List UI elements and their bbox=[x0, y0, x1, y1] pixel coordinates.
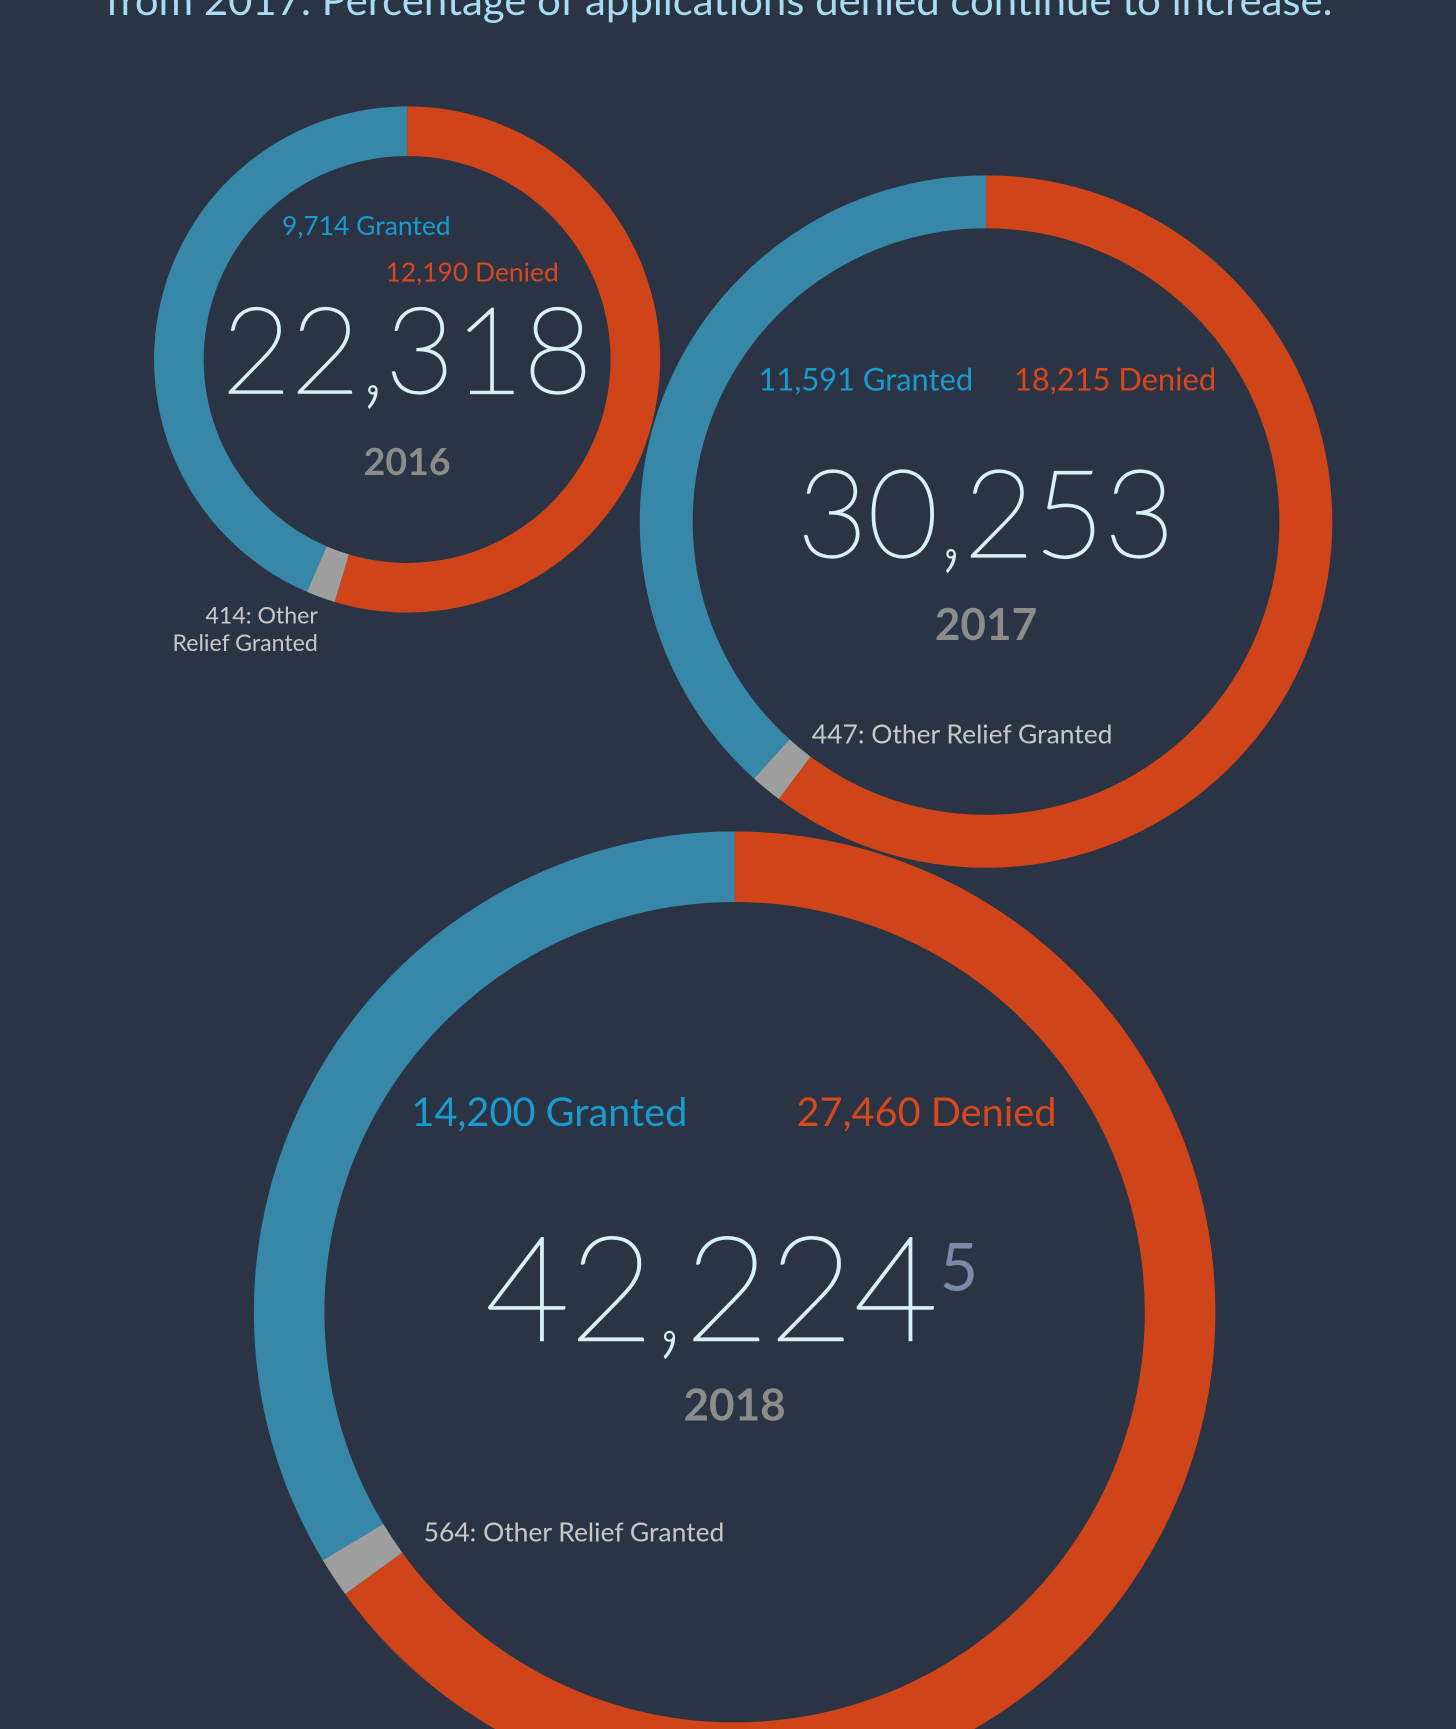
header-text: from 2017. Percentage of applications de… bbox=[106, 0, 1333, 24]
value-label: 9,714 Granted bbox=[282, 209, 451, 241]
value-label: 12,190 Denied bbox=[386, 255, 559, 287]
donut-segment bbox=[154, 106, 408, 592]
donut-segment bbox=[778, 175, 1333, 868]
value-label: 414: Other Relief Granted bbox=[172, 600, 318, 656]
total: 30,253 bbox=[797, 437, 1174, 583]
donut-segment bbox=[334, 106, 661, 613]
header-footnote: 6 bbox=[1429, 0, 1443, 6]
year: 2016 bbox=[364, 438, 451, 483]
value-label: 18,215 Denied bbox=[1014, 360, 1216, 397]
value-label: 447: Other Relief Granted bbox=[812, 717, 1113, 749]
value-label: 14,200 Granted bbox=[411, 1088, 687, 1135]
donut-segment bbox=[754, 739, 811, 799]
donut-segment bbox=[345, 831, 1216, 1729]
year: 2017 bbox=[935, 597, 1037, 650]
year: 2018 bbox=[683, 1378, 785, 1431]
total: 42,224 bbox=[485, 1197, 938, 1372]
donut-segment bbox=[306, 546, 350, 602]
total: 22,318 bbox=[222, 276, 593, 419]
value-label: 564: Other Relief Granted bbox=[424, 1516, 725, 1548]
footnote: 5 bbox=[940, 1226, 978, 1305]
donut-segment bbox=[253, 831, 735, 1561]
value-label: 11,591 Granted bbox=[759, 360, 974, 397]
donut-segment bbox=[322, 1523, 403, 1594]
value-label: 27,460 Denied bbox=[796, 1088, 1056, 1135]
donut-segment bbox=[639, 175, 987, 779]
